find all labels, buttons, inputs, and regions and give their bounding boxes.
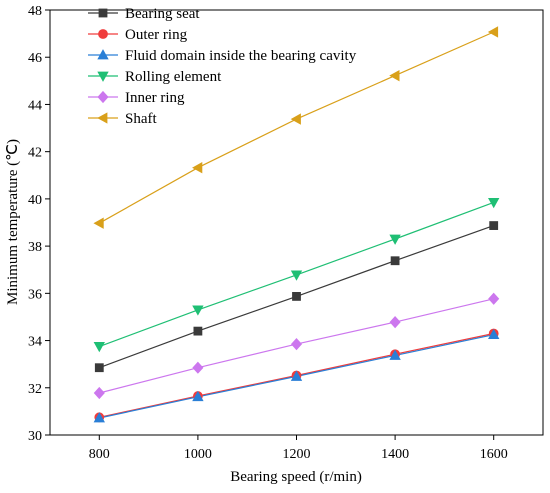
- y-tick-label: 42: [28, 146, 42, 161]
- legend-marker-shaft: [97, 112, 108, 124]
- data-point-rolling-element: [488, 198, 500, 209]
- y-tick-label: 48: [28, 4, 42, 19]
- x-axis-label: Bearing speed (r/min): [230, 469, 362, 485]
- data-point-bearing-seat: [292, 292, 301, 301]
- x-tick-label: 1200: [283, 447, 311, 462]
- x-tick-label: 1000: [184, 447, 212, 462]
- y-axis-label: Minimum temperature (℃): [5, 139, 21, 305]
- legend-marker-outer-ring: [98, 29, 108, 39]
- y-tick-label: 30: [28, 429, 42, 444]
- y-tick-label: 38: [28, 240, 42, 255]
- legend-marker-inner-ring: [97, 90, 109, 104]
- x-tick-label: 1400: [381, 447, 409, 462]
- data-point-shaft: [290, 113, 301, 125]
- legend-marker-fluid-domain-inside-the-bearing-cavity: [97, 49, 109, 60]
- data-point-bearing-seat: [390, 256, 400, 266]
- data-point-bearing-seat: [193, 326, 203, 336]
- legend-marker-bearing-seat: [98, 8, 108, 18]
- legend: Bearing seat Outer ring Fluid domain insid…: [88, 6, 357, 127]
- legend-marker-rolling-element: [97, 71, 109, 82]
- y-tick-label: 36: [28, 287, 42, 302]
- data-point-inner-ring: [192, 361, 204, 374]
- legend-label-bearing-seat: Bearing seat: [125, 6, 200, 22]
- legend-label-rolling-element: Rolling element: [125, 69, 222, 85]
- data-point-fluid-domain-inside-the-bearing-cavity: [192, 390, 204, 402]
- x-tick-label: 800: [89, 447, 110, 462]
- axis-ticks: 800 1000 1200 1400 1600 30 32 34 36 38 40 42 44 46 48: [28, 4, 508, 462]
- data-point-inner-ring: [389, 316, 401, 329]
- data-point-shaft: [389, 69, 400, 82]
- data-point-fluid-domain-inside-the-bearing-cavity: [488, 328, 500, 340]
- y-tick-label: 34: [28, 335, 42, 350]
- y-tick-label: 32: [28, 382, 42, 397]
- y-tick-label: 40: [28, 193, 42, 208]
- data-point-fluid-domain-inside-the-bearing-cavity: [389, 349, 401, 360]
- data-point-inner-ring: [93, 386, 105, 400]
- data-point-bearing-seat: [489, 221, 499, 230]
- legend-label-outer-ring: Outer ring: [125, 27, 188, 43]
- x-tick-label: 1600: [480, 447, 508, 462]
- legend-label-shaft: Shaft: [125, 111, 157, 127]
- legend-label-inner-ring: Inner ring: [125, 90, 185, 106]
- legend-label-fluid-domain-inside-the-bearing-cavity: Fluid domain inside the bearing cavity: [125, 48, 357, 64]
- data-point-fluid-domain-inside-the-bearing-cavity: [290, 370, 303, 381]
- data-point-shaft: [192, 162, 203, 174]
- data-point-bearing-seat: [94, 363, 104, 373]
- data-point-rolling-element: [192, 305, 204, 316]
- y-tick-label: 46: [28, 51, 42, 66]
- data-point-inner-ring: [290, 338, 303, 351]
- data-point-shaft: [487, 26, 499, 38]
- series-markers: [93, 26, 500, 423]
- data-point-shaft: [93, 217, 104, 229]
- data-point-rolling-element: [93, 342, 105, 353]
- data-point-fluid-domain-inside-the-bearing-cavity: [93, 412, 105, 423]
- y-tick-label: 44: [28, 98, 42, 113]
- data-point-inner-ring: [488, 292, 500, 305]
- data-point-rolling-element: [389, 234, 401, 245]
- data-point-rolling-element: [290, 270, 303, 281]
